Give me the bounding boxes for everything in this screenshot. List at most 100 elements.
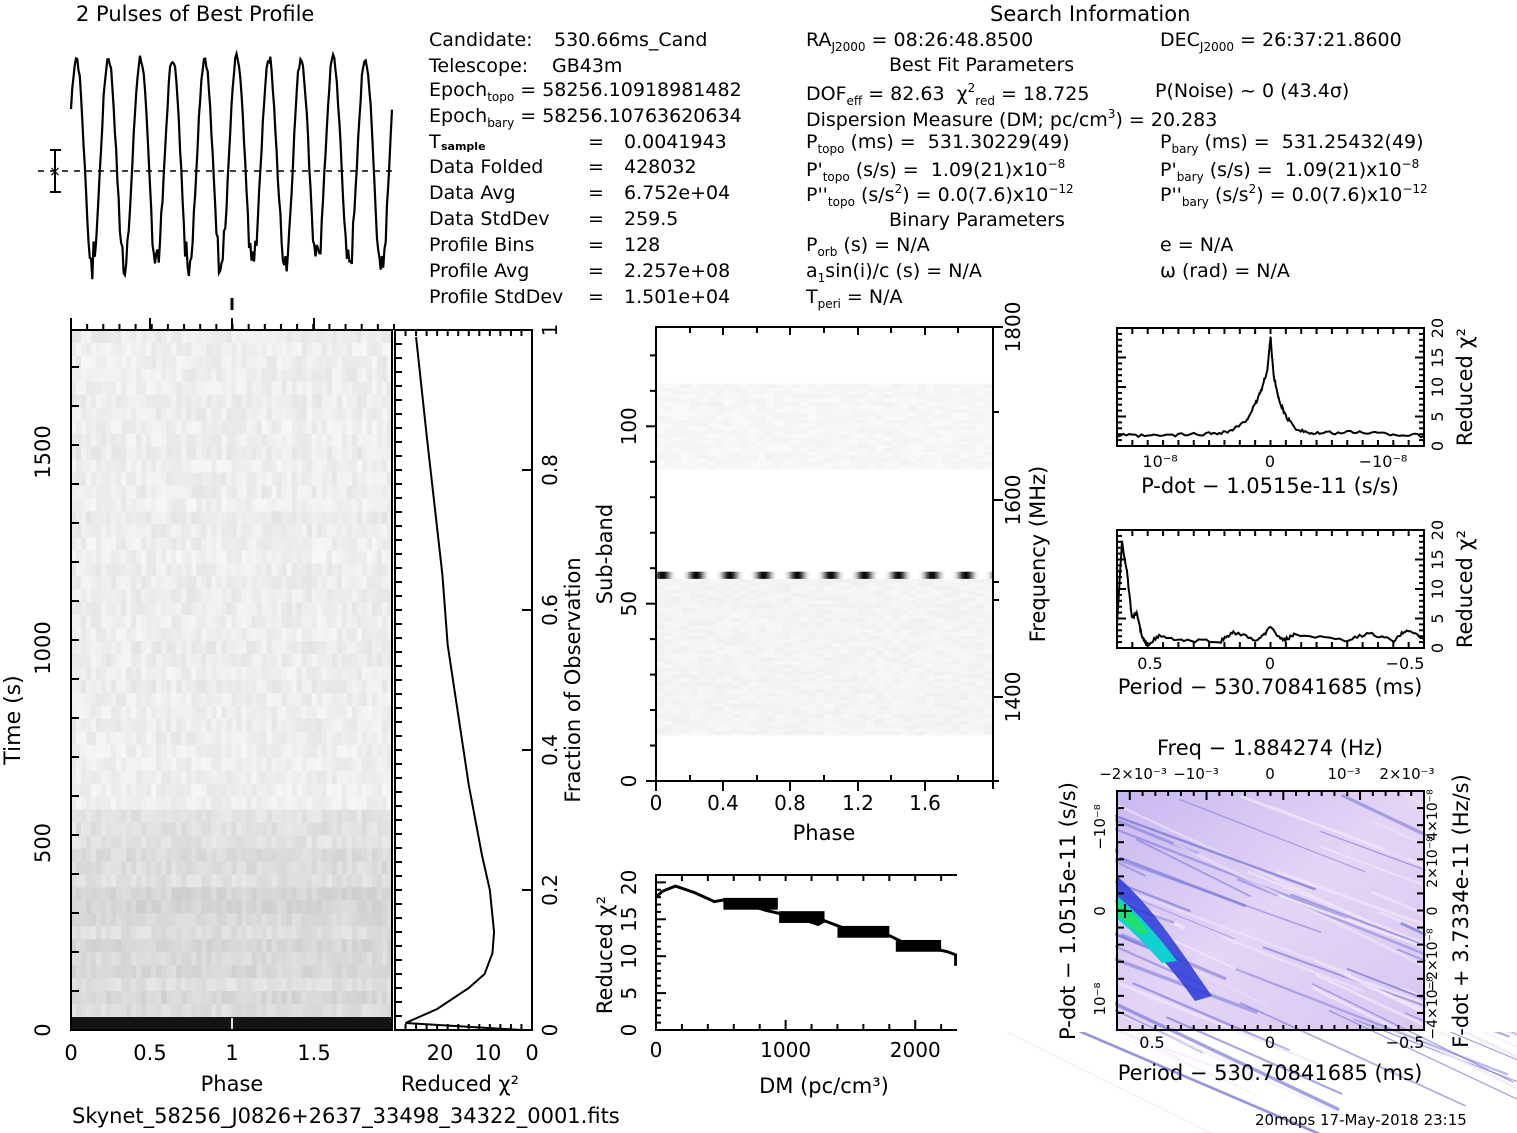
heatmap-cell [917,678,927,683]
heatmap-cell [984,727,994,732]
heatmap-cell [381,615,388,629]
heatmap-cell [376,848,383,862]
heatmap-cell [799,649,809,654]
heatmap-cell [251,498,258,512]
heatmap-cell [381,485,388,500]
heatmap-cell [291,550,298,564]
heatmap-cell [748,660,758,665]
heatmap-cell [748,617,758,622]
heatmap-cell [356,900,363,914]
heatmap-cell [101,978,107,992]
heatmap-cell [306,809,313,824]
heatmap-cell [934,635,943,640]
heatmap-cell [790,660,800,665]
heatmap-cell [331,796,338,811]
heatmap-cell [296,342,303,357]
heatmap-cell [841,695,851,700]
heatmap-cell [321,1004,328,1018]
heatmap-cell [131,705,137,720]
heatmap-cell [386,822,393,837]
heatmap-cell [891,727,901,732]
heatmap-cell [176,861,182,875]
heatmap-cell [301,744,308,759]
heatmap-cell [111,900,117,914]
heatmap-cell [141,485,147,500]
heatmap-cell [281,446,288,461]
heatmap-cell [740,713,750,718]
heatmap-cell [121,602,127,616]
heatmap-cell [251,459,258,474]
heatmap-cell [316,991,323,1005]
heatmap-cell [824,660,834,665]
heatmap-cell [336,887,343,901]
heatmap-cell [246,498,253,512]
heatmap-cell [221,900,227,914]
heatmap-cell [81,861,87,875]
heatmap-cell [176,368,182,383]
heatmap-cell [773,628,783,633]
heatmap-cell [136,913,142,927]
heatmap-cell [226,472,232,487]
heatmap-cell [286,563,293,577]
heatmap-cell [326,355,333,370]
heatmap-cell [656,724,665,729]
heatmap-cell [765,663,775,668]
heatmap-cell [790,656,800,661]
heatmap-cell [101,913,107,927]
heatmap-cell [156,692,162,707]
heatmap-cell [116,731,122,746]
heatmap-cell [206,446,212,461]
heatmap-cell [256,524,263,538]
heatmap-cell [672,713,682,718]
heatmap-cell [672,642,682,647]
heatmap-cell [196,472,202,487]
heatmap-cell [71,835,77,850]
heatmap-cell [216,809,222,824]
heatmap-cell [156,394,162,409]
heatmap-cell [226,913,232,927]
heatmap-cell [281,498,288,512]
heatmap-cell [96,835,102,850]
heatmap-cell [141,615,147,629]
heatmap-cell [116,900,122,914]
heatmap-cell [281,913,288,927]
heatmap-cell [757,653,767,658]
heatmap-cell [161,861,167,875]
heatmap-cell [181,680,187,694]
heatmap-cell [191,498,197,512]
heatmap-cell [346,550,353,564]
heatmap-cell [266,1017,273,1031]
heatmap-cell [206,718,212,733]
heatmap-cell [161,874,167,888]
heatmap-cell [116,472,122,487]
heatmap-cell [201,342,207,357]
heatmap-cell [241,667,248,681]
heatmap-cell [166,459,172,474]
heatmap-cell [824,671,834,676]
heatmap-cell [866,635,876,640]
heatmap-cell [346,978,353,992]
heatmap-cell [91,550,97,564]
heatmap-cell [816,628,825,633]
heatmap-cell [206,472,212,487]
heatmap-cell [950,681,960,686]
heatmap-cell [181,407,187,422]
heatmap-cell [883,667,893,672]
heatmap-cell [866,706,876,711]
heatmap-cell [917,724,927,729]
heatmap-cell [740,702,750,708]
heatmap-cell [934,649,943,654]
heatmap-cell [231,602,238,616]
heatmap-cell [782,720,792,725]
heatmap-cell [261,913,268,927]
heatmap-cell [241,822,248,837]
heatmap-cell [256,459,263,474]
heatmap-cell [706,702,716,708]
heatmap-cell [96,654,102,668]
heatmap-cell [866,660,876,665]
heatmap-cell [146,524,152,538]
heatmap-cell [91,459,97,474]
heatmap-cell [925,667,935,672]
heatmap-cell [241,1004,248,1018]
heatmap-cell [121,926,127,940]
